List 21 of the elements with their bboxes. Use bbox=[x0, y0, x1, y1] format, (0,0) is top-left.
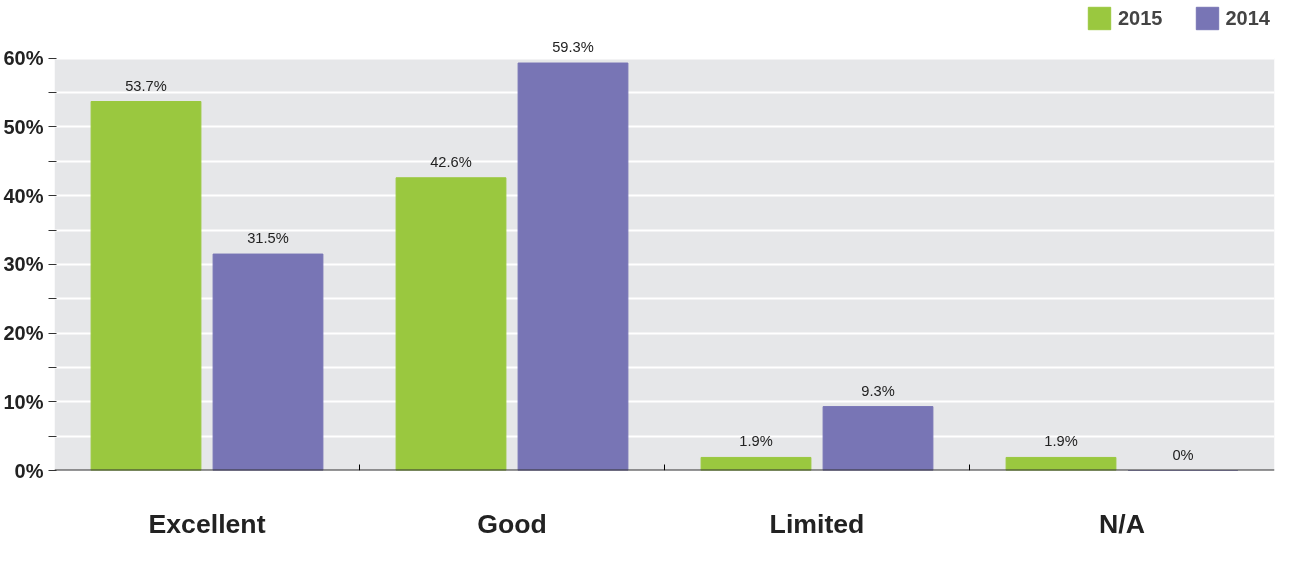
x-tick-label: Excellent bbox=[148, 508, 266, 539]
data-label: 59.3% bbox=[552, 39, 594, 56]
data-label: 1.9% bbox=[1044, 433, 1078, 450]
data-label: 31.5% bbox=[247, 230, 289, 247]
y-tick-label: 50% bbox=[3, 115, 44, 138]
y-tick-label: 30% bbox=[3, 253, 44, 276]
y-tick-label: 20% bbox=[3, 322, 44, 345]
x-tick-label: Limited bbox=[769, 508, 865, 539]
y-tick-label: 40% bbox=[3, 184, 44, 207]
y-tick-label: 60% bbox=[3, 47, 44, 70]
data-label: 9.3% bbox=[861, 382, 895, 399]
data-label: 0% bbox=[1172, 446, 1194, 463]
legend-label: 2014 bbox=[1225, 6, 1270, 30]
x-tick-label: N/A bbox=[1099, 508, 1145, 539]
legend-label: 2015 bbox=[1118, 6, 1163, 30]
data-label: 53.7% bbox=[125, 77, 167, 94]
x-tick-label: Good bbox=[477, 508, 547, 539]
y-tick-label: 10% bbox=[3, 390, 44, 413]
data-label: 1.9% bbox=[739, 433, 773, 450]
data-label: 42.6% bbox=[430, 153, 472, 170]
y-tick-label: 0% bbox=[14, 459, 44, 482]
